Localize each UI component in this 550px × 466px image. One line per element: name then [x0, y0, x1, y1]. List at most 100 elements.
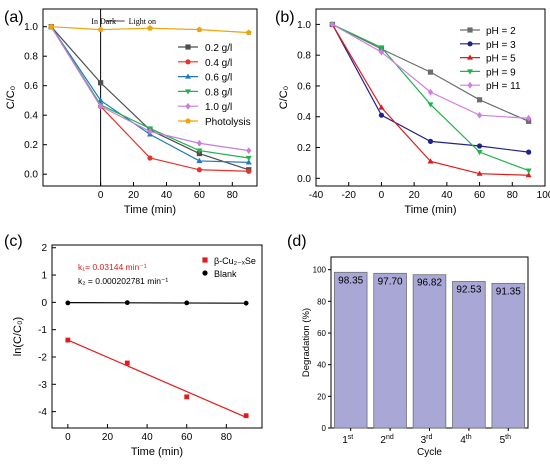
y-tick-label: 0.4 — [24, 111, 38, 122]
plot-frame — [315, 8, 546, 187]
x-tick-label: 80 — [221, 432, 233, 443]
data-point — [196, 26, 203, 33]
x-tick-label: 80 — [227, 190, 239, 201]
x-tick-label: 20 — [409, 190, 421, 201]
rate-constant-k1: k₁= 0.03144 min⁻¹ — [78, 262, 147, 272]
rate-constant-k2: k₂ = 0.000202781 min⁻¹ — [78, 276, 168, 286]
fit-line — [67, 302, 247, 304]
legend-marker — [202, 270, 208, 276]
legend-label: β-Cu₂₋ₓSe — [214, 256, 256, 266]
y-axis-label: C/C₀ — [5, 86, 17, 110]
data-point — [427, 69, 434, 75]
data-point — [196, 167, 202, 173]
data-point — [65, 337, 71, 343]
data-point — [124, 300, 130, 306]
data-point — [427, 88, 434, 96]
legend-label: Photolysis — [205, 117, 251, 128]
data-point — [97, 26, 104, 33]
data-point — [427, 102, 434, 108]
x-tick-label: 1st — [342, 434, 353, 446]
bar — [452, 281, 486, 429]
y-tick-label: 0.0 — [24, 170, 38, 181]
data-point — [184, 394, 190, 400]
x-tick-label-suffix: th — [466, 434, 472, 441]
x-tick-label: 80 — [507, 190, 519, 201]
y-tick-label: 0.6 — [24, 81, 38, 92]
x-tick-label: 5th — [500, 434, 512, 446]
bar-value-label: 96.82 — [417, 278, 442, 289]
y-tick-label: 1 — [41, 271, 47, 282]
x-tick-label-suffix: th — [505, 434, 511, 441]
data-point — [245, 155, 252, 162]
y-tick-label: -3 — [38, 380, 47, 391]
data-point — [427, 138, 434, 144]
y-tick-label: 0.8 — [24, 52, 38, 63]
y-tick-label: 0.2 — [297, 143, 311, 154]
x-tick-label-suffix: st — [348, 434, 354, 441]
data-point — [246, 168, 252, 174]
y-tick-label: 0.4 — [297, 112, 311, 123]
x-tick-label: 60 — [474, 190, 486, 201]
x-tick-label: 3rd — [421, 434, 433, 446]
data-point — [98, 102, 104, 110]
data-point — [65, 300, 71, 306]
x-tick-label: 0 — [65, 432, 71, 443]
data-point — [97, 97, 104, 103]
annotation-in-dark: In Dark — [91, 17, 116, 26]
bar-value-label: 98.35 — [338, 275, 363, 286]
y-tick-label: 20 — [317, 392, 326, 401]
legend-label: pH = 11 — [486, 81, 521, 92]
y-tick-label: 0 — [41, 298, 47, 309]
legend-marker — [185, 102, 191, 110]
x-tick-label: 4th — [460, 434, 472, 446]
data-point — [245, 159, 252, 165]
legend-label: 0.2 g/l — [205, 43, 232, 54]
legend-label: pH = 5 — [486, 54, 516, 65]
data-point — [378, 45, 385, 51]
x-axis-label: Time (min) — [124, 204, 176, 216]
y-tick-label: -2 — [38, 352, 47, 363]
data-point — [124, 360, 130, 366]
panel-label: (c) — [4, 233, 23, 250]
data-point — [476, 97, 483, 103]
legend-marker — [467, 54, 473, 60]
x-axis-label: Time (min) — [404, 204, 456, 216]
legend-marker — [185, 118, 191, 124]
legend-marker — [467, 69, 473, 75]
y-tick-label: -1 — [38, 325, 47, 336]
data-point — [427, 158, 434, 164]
legend-label: Blank — [214, 269, 237, 279]
data-point — [147, 155, 153, 161]
bar — [412, 274, 447, 429]
x-tick-label: 20 — [128, 190, 140, 201]
panel-c: 0 20 40 60 80 -4 -3 -2 -1 0 1 2 Time (min) ln(C/C₀) (c… — [4, 233, 263, 458]
bar — [491, 282, 526, 429]
data-point — [476, 170, 483, 176]
legend-marker — [467, 27, 473, 33]
data-point — [98, 80, 104, 86]
x-tick-label: -40 — [309, 190, 324, 201]
legend-marker — [467, 41, 473, 47]
y-tick-label: 40 — [317, 361, 326, 370]
y-axis-label: C/C₀ — [278, 86, 290, 110]
data-point — [378, 104, 385, 110]
legend-label: 0.4 g/l — [205, 58, 232, 69]
legend-label: 0.8 g/l — [205, 87, 232, 98]
x-tick-label-suffix: rd — [426, 434, 432, 441]
y-tick-label: 100 — [313, 266, 327, 275]
legend-label: pH = 2 — [486, 26, 516, 37]
data-point — [329, 21, 335, 28]
plot-frame — [42, 8, 258, 187]
legend-label: pH = 3 — [486, 40, 516, 51]
x-tick-label: 2nd — [380, 434, 393, 446]
bar-value-label: 91.35 — [496, 286, 521, 297]
y-axis-label: ln(C/C₀) — [12, 317, 24, 356]
y-tick-label: -4 — [38, 407, 47, 418]
data-point — [48, 23, 55, 30]
y-tick-label: 60 — [317, 329, 326, 338]
data-point — [245, 29, 252, 36]
panel-label: (a) — [4, 9, 24, 26]
x-tick-label: 20 — [102, 432, 114, 443]
x-tick-label: 40 — [441, 190, 453, 201]
